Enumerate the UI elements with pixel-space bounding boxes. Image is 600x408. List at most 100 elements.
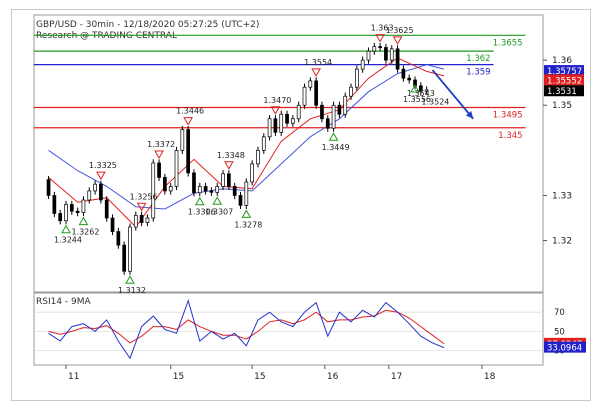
price-bar-11 (110, 217, 115, 232)
price-bar-19 (157, 162, 161, 178)
price-bar-44 (302, 86, 307, 106)
price-bar-58 (384, 47, 388, 61)
price-bar-40 (279, 113, 284, 133)
x-tick-label-5: 18 (484, 372, 496, 382)
price-bar-64 (418, 85, 423, 92)
price-bar-37 (261, 136, 266, 151)
x-tick-label-0: 11 (68, 372, 79, 382)
price-bar-10 (104, 199, 109, 219)
price-bar-39 (273, 118, 278, 133)
price-bar-13 (122, 244, 127, 272)
price-label-18: 1.3524 (421, 97, 449, 106)
price-bar-17 (145, 217, 150, 223)
low-marker-0 (61, 224, 71, 234)
chart-header-line1: GBP/USD - 30min - 12/18/2020 05:27:25 (U… (36, 20, 259, 30)
price-badge-0 (544, 65, 584, 77)
rsi-badge-1 (544, 341, 586, 353)
price-badge-1 (544, 74, 584, 86)
chart-frame: GBP/USD - 30min - 12/18/2020 05:27:25 (U… (11, 9, 591, 401)
low-marker-10 (241, 209, 252, 218)
price-tick-label-3: 1.36 (552, 56, 572, 66)
low-label-16: 1.3556 (403, 95, 431, 104)
x-tick-label-4: 17 (391, 372, 402, 382)
price-bar-46 (314, 80, 318, 106)
price-bar-56 (372, 46, 377, 52)
level-label-3: 1.3495 (493, 110, 523, 120)
price-badge-label-2: 1.3531 (547, 87, 577, 97)
price-bar-0 (46, 179, 51, 196)
high-marker-4 (136, 202, 147, 212)
price-bar-51 (343, 95, 348, 115)
ma-fast-line (48, 57, 445, 228)
low-marker-13 (328, 132, 339, 141)
high-label-5: 1.3372 (147, 140, 175, 149)
low-label-10: 1.3278 (234, 220, 262, 229)
rsi-title: RSI14 - 9MA (36, 297, 92, 307)
price-bar-43 (296, 104, 301, 120)
rsi-ma-line (48, 309, 445, 345)
low-marker-7 (194, 196, 205, 206)
low-label-1: 1.3262 (71, 228, 99, 237)
price-bar-15 (133, 214, 138, 228)
price-bar-6 (81, 199, 86, 213)
price-bar-32 (232, 186, 237, 196)
price-bar-26 (197, 186, 202, 194)
price-bar-42 (291, 118, 295, 124)
high-marker-6 (183, 117, 194, 126)
price-bar-30 (221, 173, 225, 187)
price-bar-23 (180, 129, 185, 151)
high-marker-14 (375, 34, 385, 43)
price-bar-29 (215, 186, 220, 193)
price-bar-61 (401, 68, 406, 79)
low-marker-1 (78, 216, 89, 226)
price-bar-38 (267, 118, 272, 138)
price-tick-label-0: 1.32 (552, 237, 572, 247)
high-label-6: 1.3446 (176, 107, 204, 116)
low-label-0: 1.3244 (54, 236, 82, 245)
price-bar-53 (355, 68, 359, 88)
price-label-17: 1.3543 (407, 89, 435, 98)
price-bar-25 (192, 172, 196, 194)
price-bar-27 (203, 186, 208, 192)
price-bar-36 (256, 149, 260, 165)
price-bar-22 (174, 149, 179, 187)
price-bar-60 (395, 48, 400, 70)
high-label-14: 1.363 (371, 24, 394, 33)
price-bar-57 (378, 46, 382, 48)
chart-svg: GBP/USD - 30min - 12/18/2020 05:27:25 (U… (33, 14, 586, 382)
rsi-tick-label-2: 70 (554, 308, 565, 318)
price-bar-41 (285, 113, 289, 124)
x-tick-label-1: 15 (173, 372, 184, 382)
price-tick-label-2: 1.35 (552, 101, 572, 111)
price-bar-16 (139, 214, 144, 223)
low-label-7: 1.3306 (188, 208, 216, 217)
price-bar-18 (151, 162, 156, 219)
price-bar-50 (337, 104, 342, 115)
high-label-9: 1.3348 (217, 151, 245, 160)
high-label-12: 1.3554 (304, 58, 332, 67)
low-label-8: 1.3307 (205, 207, 233, 216)
rsi-panel (33, 292, 544, 366)
price-bar-48 (325, 118, 330, 129)
price-bar-7 (87, 190, 92, 201)
price-badge-label-1: 1.35552 (547, 76, 582, 86)
low-label-3: 1.3132 (118, 286, 146, 295)
price-bar-65 (424, 89, 429, 92)
price-bar-3 (64, 204, 68, 222)
level-label-1: 1.362 (466, 54, 490, 64)
price-bar-20 (163, 177, 167, 192)
rsi-tick-label-1: 50 (554, 327, 565, 337)
low-marker-8 (212, 196, 223, 205)
rsi-line (48, 299, 445, 360)
price-bar-47 (320, 104, 324, 120)
price-bar-49 (331, 104, 336, 129)
high-marker-2 (96, 171, 106, 181)
high-marker-9 (224, 161, 234, 170)
high-label-4: 1.3256 (130, 192, 158, 201)
price-badge-label-0: 1.35757 (547, 67, 582, 77)
high-label-11: 1.3470 (263, 96, 291, 105)
projection-arrow-head (465, 111, 474, 119)
price-bar-14 (128, 226, 132, 272)
high-marker-15 (392, 36, 403, 45)
price-bar-2 (58, 213, 63, 222)
